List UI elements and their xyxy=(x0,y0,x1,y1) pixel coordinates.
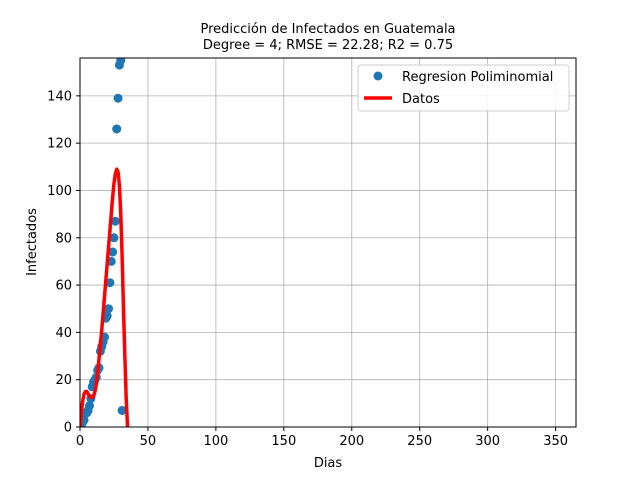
x-tick-label: 300 xyxy=(475,434,500,449)
legend-label-datos: Datos xyxy=(402,92,440,107)
y-axis-label: Infectados xyxy=(25,208,40,276)
chart-subtitle: Degree = 4; RMSE = 22.28; R2 = 0.75 xyxy=(203,38,453,53)
y-tick-label: 40 xyxy=(55,326,72,341)
scatter-point xyxy=(109,233,119,243)
scatter-point xyxy=(105,278,115,288)
x-tick-label: 150 xyxy=(271,434,296,449)
scatter-point xyxy=(85,401,95,411)
axes-frame xyxy=(79,57,577,428)
x-tick-label: 50 xyxy=(140,434,157,449)
scatter-point xyxy=(117,405,127,415)
y-tick-label: 100 xyxy=(47,184,72,199)
legend-box xyxy=(357,64,570,112)
series-line xyxy=(80,167,130,427)
x-tick-label: 200 xyxy=(339,434,364,449)
plot-area xyxy=(80,58,130,427)
scatter-point xyxy=(104,304,114,314)
scatter-point xyxy=(112,124,122,134)
y-tick-label: 120 xyxy=(47,137,72,152)
y-tick-label: 60 xyxy=(55,279,72,294)
chart-title: Predicción de Infectados en Guatemala xyxy=(200,22,455,37)
x-tick-label: 0 xyxy=(76,434,84,449)
legend-label-regresion: Regresion Poliminomial xyxy=(402,70,553,85)
scatter-point xyxy=(116,58,126,65)
axes: 0 50 100 150 200 250 300 350 0 20 40 60 80 100 120 140 xyxy=(47,57,577,449)
scatter-point xyxy=(110,216,120,226)
y-tick-label: 80 xyxy=(55,231,72,246)
y-tick-label: 0 xyxy=(64,421,72,436)
x-tick-label: 350 xyxy=(543,434,568,449)
x-tick-label: 100 xyxy=(203,434,228,449)
scatter-point xyxy=(108,247,118,257)
y-tick-label: 140 xyxy=(47,89,72,104)
scatter-point xyxy=(113,93,123,103)
x-axis-label: Dias xyxy=(314,456,343,471)
scatter-point xyxy=(102,311,112,321)
y-tick-label: 20 xyxy=(55,373,72,388)
legend-marker-regresion xyxy=(373,71,383,81)
legend: Regresion Poliminomial Datos xyxy=(357,64,570,112)
x-tick-label: 250 xyxy=(407,434,432,449)
